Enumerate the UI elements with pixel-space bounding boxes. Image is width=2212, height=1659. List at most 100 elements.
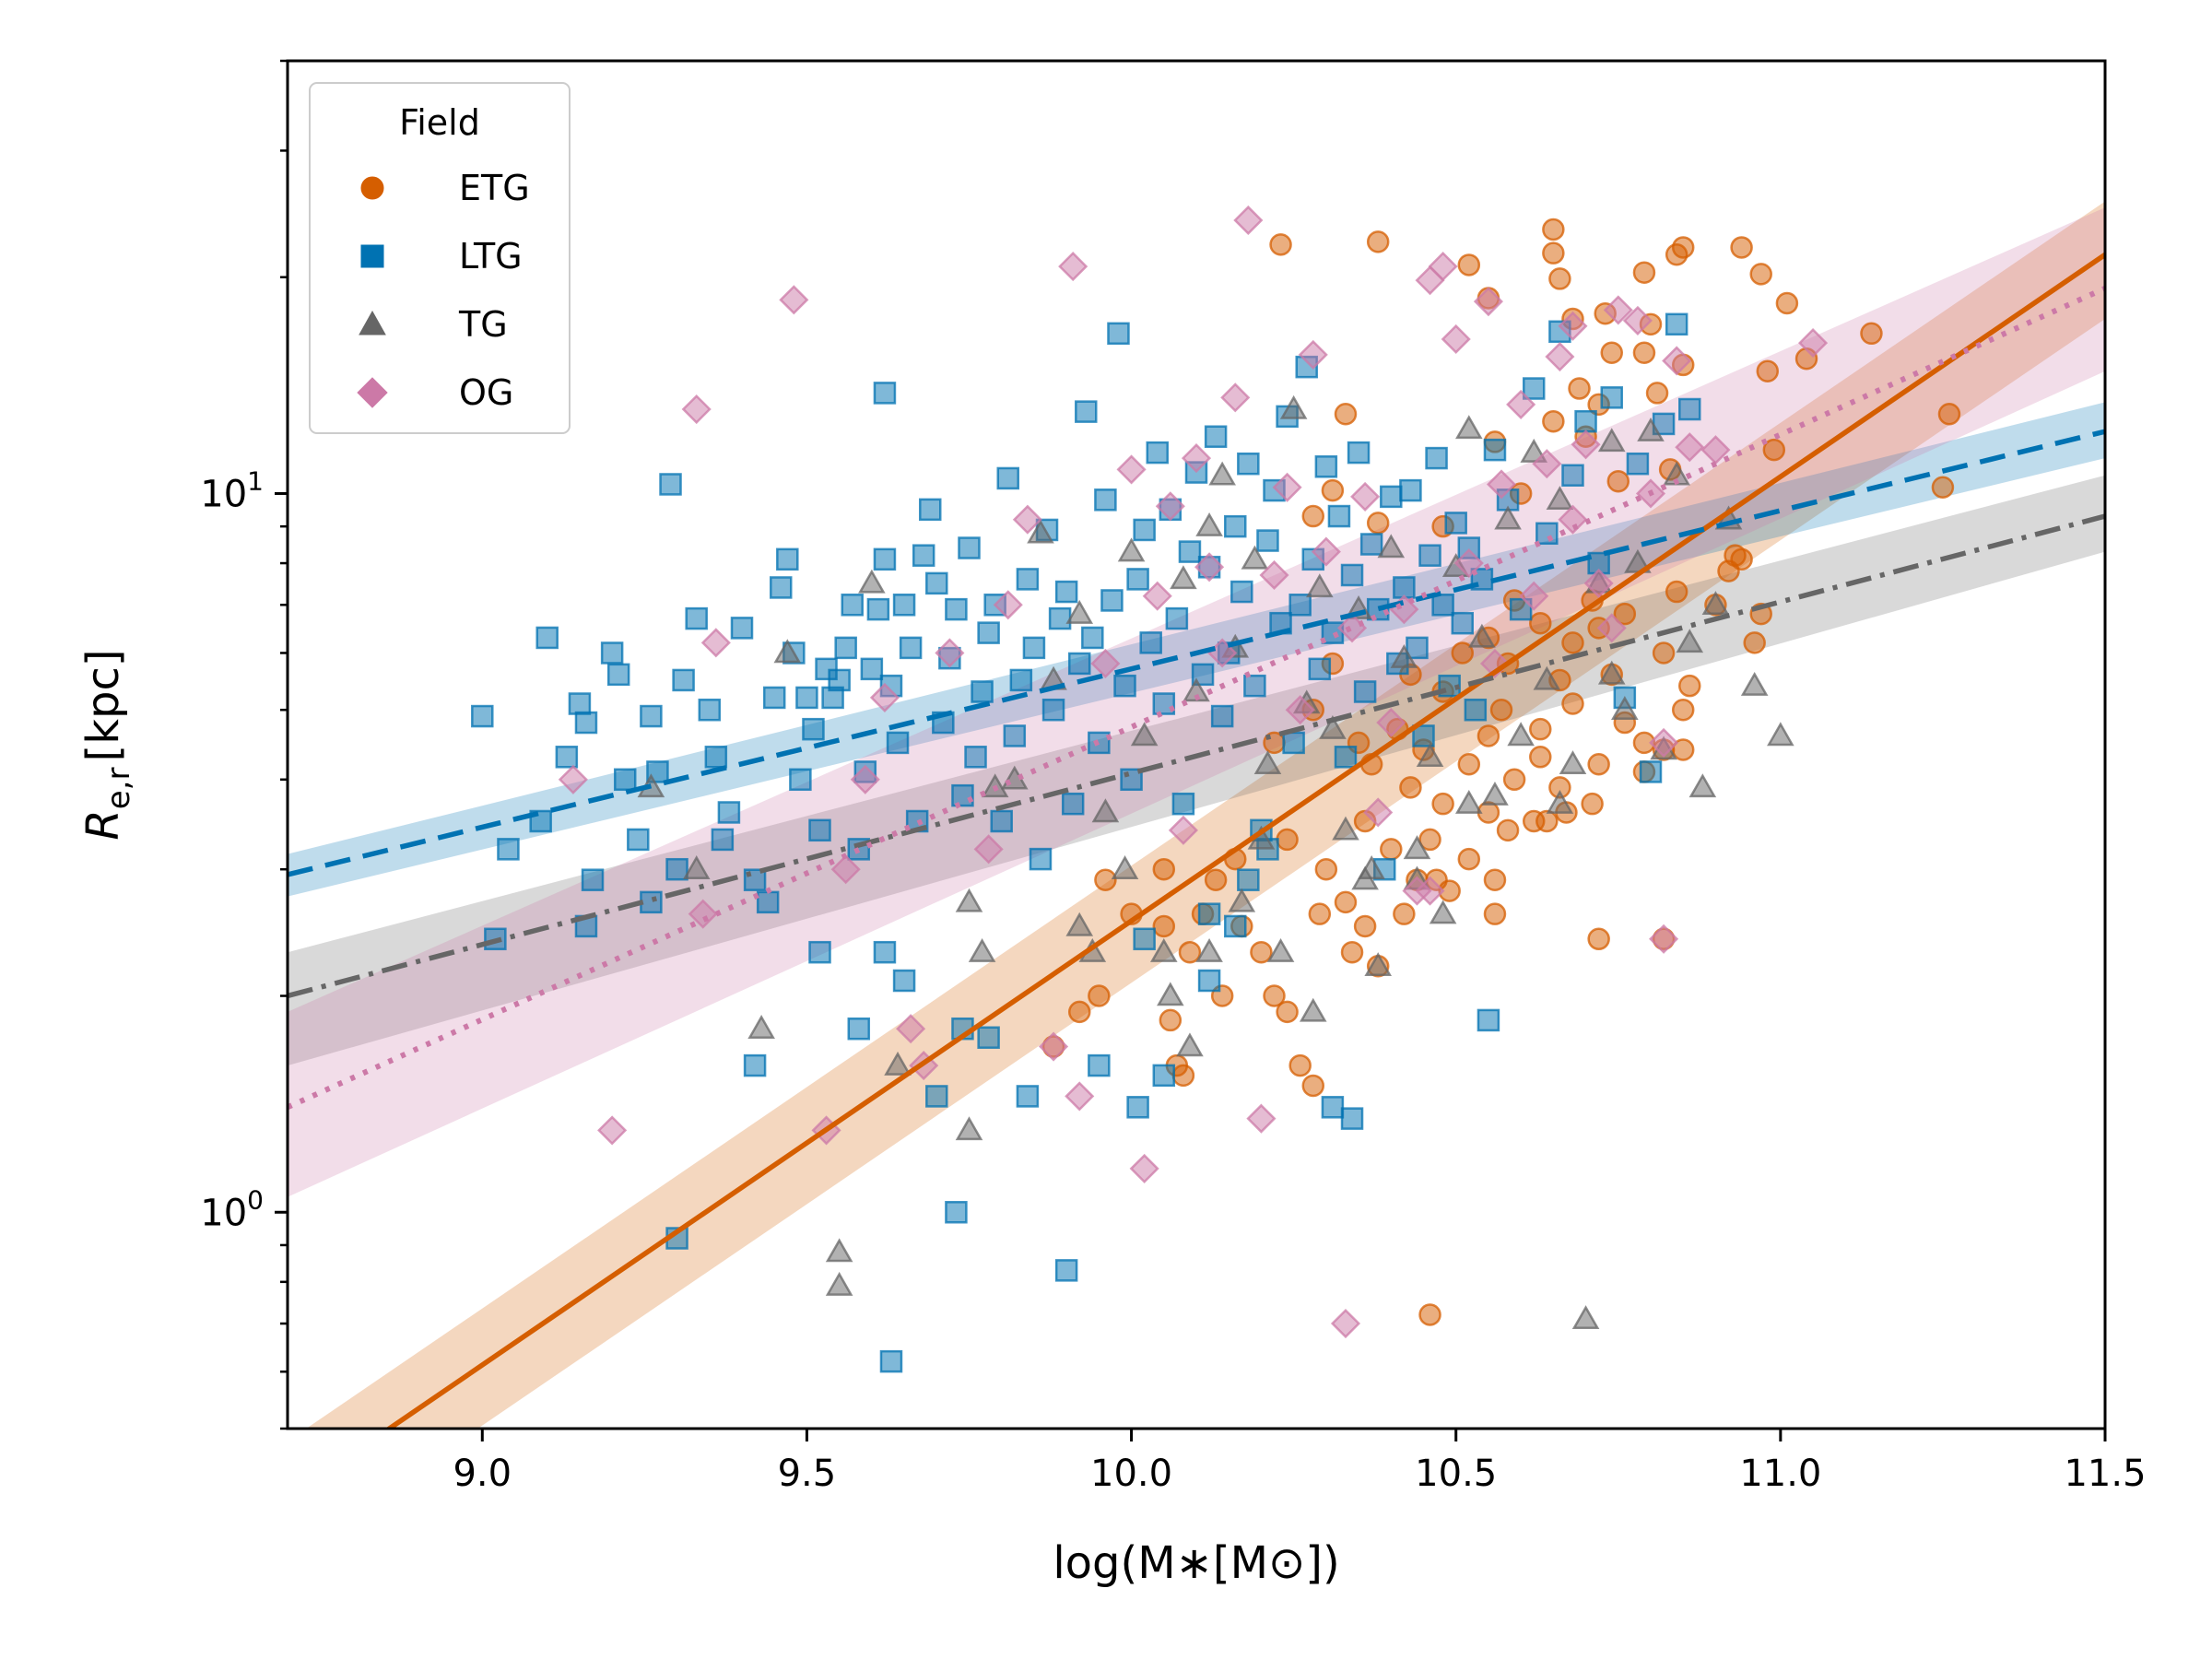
point-og bbox=[700, 628, 731, 658]
point-og bbox=[1558, 504, 1588, 535]
point-og bbox=[1065, 1081, 1095, 1112]
point-ltg bbox=[555, 746, 579, 769]
point-etg bbox=[1152, 914, 1176, 938]
point-ltg bbox=[1016, 1085, 1040, 1108]
point-ltg bbox=[1444, 512, 1467, 535]
point-tg bbox=[1306, 573, 1334, 598]
point-og bbox=[1798, 328, 1829, 359]
point-etg bbox=[1288, 1053, 1312, 1077]
point-og bbox=[896, 1014, 926, 1044]
point-og bbox=[1220, 382, 1251, 413]
point-tg bbox=[1377, 534, 1406, 559]
point-ltg bbox=[1314, 455, 1338, 478]
point-og bbox=[1038, 1031, 1069, 1062]
point-og bbox=[1330, 1308, 1361, 1339]
point-ltg bbox=[1359, 533, 1383, 556]
point-tg bbox=[1611, 696, 1639, 720]
point-ltg bbox=[912, 544, 935, 567]
point-ltg bbox=[879, 1349, 903, 1373]
point-ltg bbox=[1431, 594, 1454, 617]
svg-text:Re,r[kpc]: Re,r [kpc] bbox=[77, 649, 137, 840]
point-etg bbox=[1529, 717, 1552, 741]
point-og bbox=[1583, 568, 1614, 598]
y-axis-label-main: R bbox=[77, 809, 129, 840]
point-ltg bbox=[873, 382, 897, 405]
point-ltg bbox=[808, 940, 831, 964]
point-etg bbox=[1334, 402, 1358, 426]
point-ltg bbox=[1321, 1096, 1345, 1119]
point-etg bbox=[1645, 382, 1669, 405]
point-ltg bbox=[1451, 611, 1475, 635]
point-tg bbox=[1701, 591, 1730, 616]
point-etg bbox=[1250, 940, 1273, 964]
point-ltg bbox=[1353, 680, 1377, 703]
point-tg bbox=[1130, 722, 1159, 747]
point-ltg bbox=[743, 1053, 767, 1077]
point-ltg bbox=[1224, 514, 1247, 538]
y-tick-exponent: 0 bbox=[247, 1184, 264, 1215]
point-ltg bbox=[581, 868, 605, 891]
point-tg bbox=[1507, 722, 1535, 747]
point-ltg bbox=[899, 636, 923, 660]
point-og bbox=[830, 854, 861, 885]
point-og bbox=[1168, 815, 1198, 845]
point-etg bbox=[1263, 984, 1286, 1007]
point-ltg bbox=[1022, 636, 1046, 660]
point-ltg bbox=[977, 1026, 1000, 1049]
point-ltg bbox=[1088, 1053, 1111, 1077]
point-ltg bbox=[471, 704, 494, 728]
point-ltg bbox=[1600, 386, 1623, 409]
point-ltg bbox=[808, 818, 831, 842]
point-tg bbox=[1403, 835, 1431, 860]
y-tick-label: 100 bbox=[200, 1184, 264, 1234]
y-axis-label-sub: e,r bbox=[100, 768, 137, 810]
point-ltg bbox=[1327, 504, 1351, 528]
point-tg bbox=[1176, 1032, 1204, 1057]
point-etg bbox=[1587, 753, 1610, 776]
point-ltg bbox=[892, 594, 916, 617]
y-tick-base: 10 bbox=[200, 473, 247, 515]
point-etg bbox=[1587, 927, 1610, 951]
point-tg bbox=[825, 1238, 853, 1263]
point-tg bbox=[1454, 415, 1483, 440]
point-ltg bbox=[1100, 589, 1124, 612]
point-tg bbox=[1637, 417, 1665, 441]
point-tg bbox=[1740, 671, 1769, 696]
x-tick-label: 9.5 bbox=[778, 1453, 837, 1495]
point-ltg bbox=[685, 606, 708, 630]
point-ltg bbox=[1288, 594, 1312, 617]
point-og bbox=[1155, 491, 1185, 522]
point-tg bbox=[1351, 865, 1379, 890]
point-etg bbox=[1665, 580, 1688, 604]
point-ltg bbox=[1048, 606, 1072, 630]
point-etg bbox=[1931, 476, 1955, 500]
point-ltg bbox=[1425, 446, 1448, 470]
x-tick-label: 11.5 bbox=[2064, 1453, 2146, 1495]
point-ltg bbox=[945, 1201, 968, 1224]
point-og bbox=[1259, 559, 1289, 591]
point-etg bbox=[1276, 828, 1299, 852]
point-etg bbox=[1678, 674, 1701, 698]
confidence-bands bbox=[288, 201, 2105, 1429]
point-ltg bbox=[659, 473, 682, 496]
point-etg bbox=[1301, 504, 1325, 528]
point-tg bbox=[1481, 781, 1509, 806]
point-tg bbox=[955, 1116, 983, 1141]
point-og bbox=[1441, 324, 1471, 355]
point-tg bbox=[1228, 888, 1256, 912]
fit-band-tg bbox=[288, 475, 2105, 1066]
point-ltg bbox=[958, 536, 981, 559]
point-ltg bbox=[627, 828, 650, 852]
legend: Field ETG LTG TG OG bbox=[309, 82, 571, 434]
point-etg bbox=[1088, 984, 1111, 1007]
point-ltg bbox=[1366, 597, 1390, 621]
point-og bbox=[1181, 443, 1212, 474]
point-ltg bbox=[1406, 636, 1429, 660]
point-ltg bbox=[1340, 563, 1364, 587]
point-og bbox=[1622, 305, 1653, 335]
point-tg bbox=[1429, 900, 1457, 924]
point-tg bbox=[1195, 938, 1223, 962]
point-tg bbox=[1468, 623, 1496, 648]
point-ltg bbox=[1230, 580, 1253, 604]
point-ltg bbox=[860, 657, 884, 681]
